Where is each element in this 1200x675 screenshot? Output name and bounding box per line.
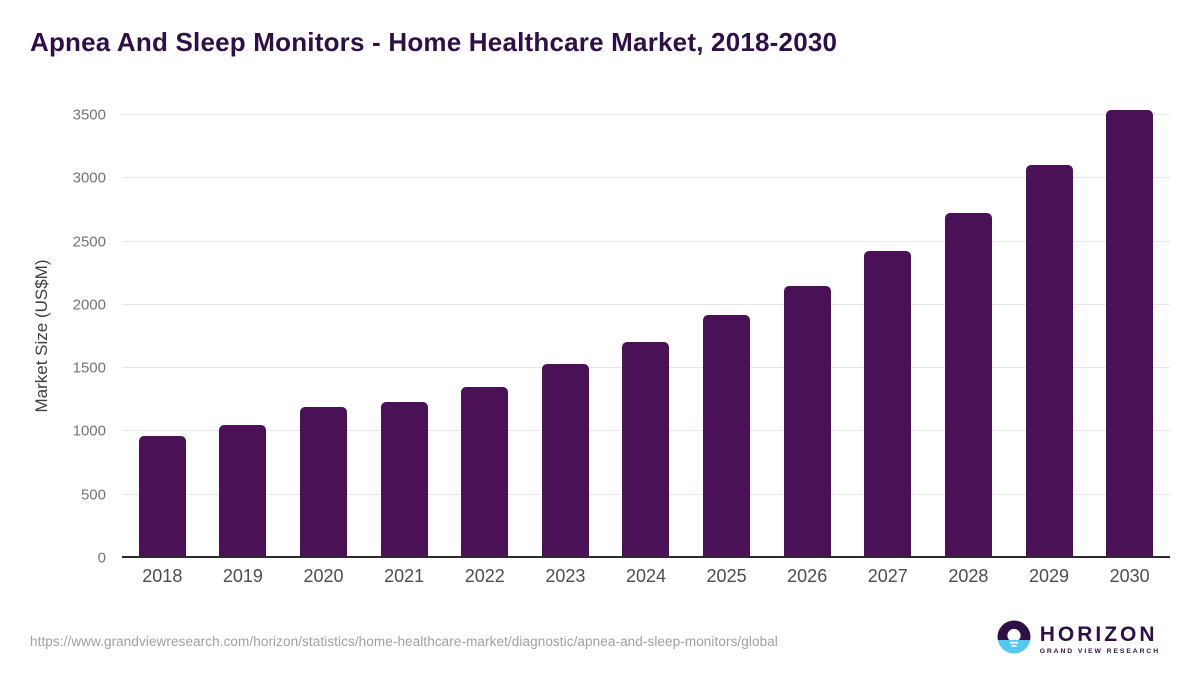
y-tick-label: 1500 (72, 359, 106, 377)
x-tick-label: 2022 (464, 566, 505, 586)
brand-logo: HORIZON GRAND VIEW RESEARCH (997, 620, 1160, 659)
gridline (122, 114, 1170, 115)
bar-2025 (703, 315, 751, 556)
bar-2027 (864, 251, 912, 556)
bar-slot-2022 (444, 115, 525, 556)
x-tick-label: 2026 (787, 566, 828, 586)
x-axis-line (122, 556, 1170, 558)
x-tick-label: 2018 (142, 566, 183, 586)
bar-2026 (783, 285, 831, 556)
gridline (122, 177, 1170, 179)
page-title: Apnea And Sleep Monitors - Home Healthca… (30, 27, 838, 57)
y-tick-label: 3000 (72, 169, 106, 187)
bar-2024 (622, 341, 670, 556)
brand-logo-text: HORIZON GRAND VIEW RESEARCH (1039, 622, 1160, 656)
brand-subtitle: GRAND VIEW RESEARCH (1039, 648, 1160, 656)
bar-2023 (541, 364, 589, 556)
bar-slot-2024 (606, 115, 687, 556)
bar-2022 (461, 387, 509, 556)
x-tick-label: 2025 (706, 566, 747, 586)
x-axis-tick-labels: 2018 2019 2020 2021 2022 2023 2024 2025 2026 2027… (122, 566, 1170, 587)
bar-slot-2026 (767, 115, 848, 556)
y-tick-label: 3500 (72, 106, 106, 124)
bar-2020 (300, 406, 348, 556)
bar-2028 (944, 212, 992, 556)
x-tick-label: 2021 (384, 566, 425, 586)
plot-area (122, 109, 1170, 558)
x-tick-label: 2020 (303, 566, 344, 586)
gridline (122, 303, 1170, 305)
bars-row (122, 109, 1170, 556)
bar-slot-2019 (203, 115, 284, 556)
bar-slot-2018 (122, 115, 203, 556)
footer: https://www.grandviewresearch.com/horizo… (0, 608, 1200, 675)
bar-slot-2029 (1009, 115, 1090, 556)
x-tick-label: 2019 (222, 566, 263, 586)
y-axis-tick-labels: 0 500 1000 1500 2000 2500 3000 3500 (0, 107, 106, 567)
bar-2021 (380, 401, 428, 556)
x-tick-label: 2028 (948, 566, 989, 586)
x-tick-label: 2030 (1109, 566, 1150, 586)
y-tick-label: 2000 (72, 296, 106, 314)
x-tick-label: 2029 (1028, 566, 1070, 586)
bar-2030 (1106, 109, 1154, 556)
brand-name: HORIZON (1039, 622, 1158, 646)
bar-slot-2020 (283, 115, 364, 556)
y-tick-label: 500 (80, 486, 106, 504)
bar-2018 (138, 436, 186, 556)
x-tick-label: 2027 (867, 566, 908, 586)
gridline (122, 240, 1170, 242)
bar-slot-2027 (847, 115, 928, 556)
bar-slot-2030 (1089, 109, 1170, 556)
x-tick-label: 2024 (625, 566, 666, 586)
bar-slot-2025 (686, 115, 767, 556)
x-tick-label: 2023 (545, 566, 586, 586)
bar-slot-2028 (928, 115, 1009, 556)
y-tick-label: 1000 (72, 422, 106, 440)
source-url[interactable]: https://www.grandviewresearch.com/horizo… (30, 634, 778, 649)
bar-slot-2023 (525, 115, 606, 556)
horizon-sun-over-water-icon (997, 620, 1031, 659)
y-tick-label: 0 (97, 549, 106, 567)
y-tick-label: 2500 (72, 233, 106, 251)
bar-slot-2021 (364, 115, 445, 556)
bar-2019 (219, 424, 267, 556)
bar-2029 (1025, 165, 1073, 556)
